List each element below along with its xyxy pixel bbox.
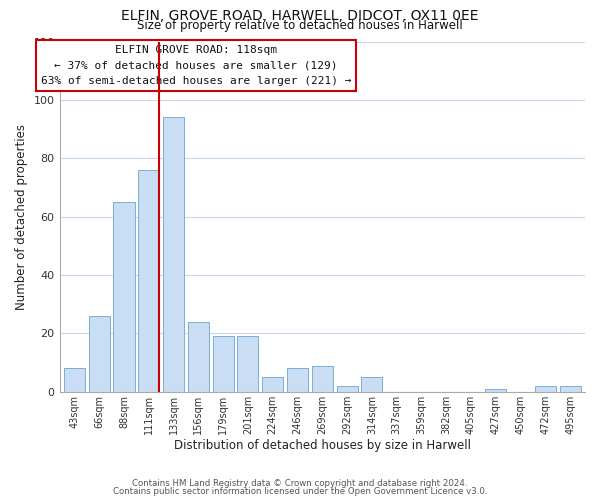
Text: Contains HM Land Registry data © Crown copyright and database right 2024.: Contains HM Land Registry data © Crown c… [132, 478, 468, 488]
Bar [262, 377, 283, 392]
Bar [138, 170, 160, 392]
Bar [485, 389, 506, 392]
Text: ELFIN, GROVE ROAD, HARWELL, DIDCOT, OX11 0EE: ELFIN, GROVE ROAD, HARWELL, DIDCOT, OX11… [121, 9, 479, 23]
Bar [188, 322, 209, 392]
Bar [560, 386, 581, 392]
Text: Size of property relative to detached houses in Harwell: Size of property relative to detached ho… [137, 19, 463, 32]
Text: Contains public sector information licensed under the Open Government Licence v3: Contains public sector information licen… [113, 487, 487, 496]
Bar [89, 316, 110, 392]
Bar [337, 386, 358, 392]
Y-axis label: Number of detached properties: Number of detached properties [15, 124, 28, 310]
Text: ELFIN GROVE ROAD: 118sqm
← 37% of detached houses are smaller (129)
63% of semi-: ELFIN GROVE ROAD: 118sqm ← 37% of detach… [41, 45, 352, 86]
Bar [287, 368, 308, 392]
X-axis label: Distribution of detached houses by size in Harwell: Distribution of detached houses by size … [174, 440, 471, 452]
Bar [113, 202, 134, 392]
Bar [312, 366, 333, 392]
Bar [361, 377, 382, 392]
Bar [163, 118, 184, 392]
Bar [238, 336, 259, 392]
Bar [64, 368, 85, 392]
Bar [535, 386, 556, 392]
Bar [212, 336, 233, 392]
